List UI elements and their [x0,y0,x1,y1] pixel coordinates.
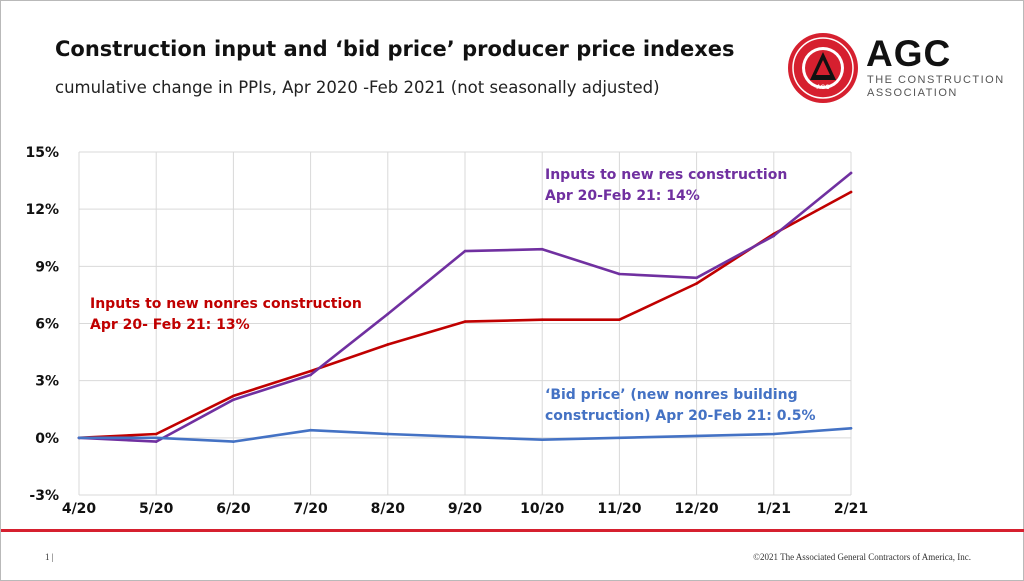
data-point-bid [695,434,698,438]
x-tick-label: 8/20 [371,501,406,517]
data-point-nonres [540,318,544,321]
agc-seal-icon: AGC [788,33,858,103]
annotation-bid-line2: construction) Apr 20-Feb 21: 0.5% [545,408,816,424]
data-point-nonres [232,394,235,398]
logo-wordmark: AGC [866,33,952,74]
footer-divider [1,529,1024,532]
data-point-bid [154,436,158,440]
x-tick-label: 1/21 [757,501,791,517]
logo-tagline-line2: ASSOCIATION [867,87,958,99]
chart-title: Construction input and ‘bid price’ produ… [55,37,735,61]
y-tick-label: 9% [35,259,59,275]
x-tick-label: 5/20 [139,501,174,517]
annotation-bid: ‘Bid price’ (new nonres building constru… [545,385,816,427]
page-number: 1 | [45,552,54,562]
copyright: ©2021 The Associated General Contractors… [753,552,971,562]
y-tick-label: 0% [35,431,59,447]
y-tick-label: -3% [29,488,59,504]
y-tick-label: 15% [25,145,59,161]
data-point-nonres [849,190,853,194]
annotation-res-line1: Inputs to new res construction [545,167,788,183]
data-point-res [849,171,853,175]
data-point-res [386,312,390,316]
data-point-res [540,247,544,251]
data-point-nonres [154,432,158,436]
annotation-res: Inputs to new res construction Apr 20-Fe… [545,165,787,207]
x-tick-label: 2/21 [834,501,868,517]
x-tick-label: 9/20 [448,501,483,517]
annotation-nonres-line1: Inputs to new nonres construction [90,296,362,312]
data-point-bid [772,432,776,436]
data-point-res [154,440,158,443]
data-point-res [772,234,776,238]
x-tick-label: 6/20 [216,501,251,517]
data-point-nonres [309,369,312,373]
data-point-bid [618,436,621,440]
data-point-res [309,373,312,377]
data-point-res [232,398,235,402]
data-point-nonres [695,282,698,285]
data-point-res [695,276,698,280]
x-tick-label: 11/20 [597,501,641,517]
data-point-bid [386,432,390,436]
annotation-bid-line1: ‘Bid price’ (new nonres building [545,387,798,403]
x-tick-label: 10/20 [520,501,564,517]
annotation-nonres: Inputs to new nonres construction Apr 20… [90,294,362,336]
chart-subtitle: cumulative change in PPIs, Apr 2020 -Feb… [55,78,660,97]
y-tick-label: 6% [35,317,59,333]
data-point-nonres [386,343,390,346]
x-tick-label: 7/20 [293,501,328,517]
data-point-res [618,272,621,276]
data-point-bid [309,428,312,432]
line-chart: -3% 0% 3% 6% 9% 12% 15% 4/20 5/20 6/20 7/20 8/20 9/2… [25,145,868,517]
data-point-res [463,249,467,253]
y-tick-label: 12% [25,202,59,218]
data-point-nonres [463,320,467,323]
data-point-bid [463,435,467,439]
data-point-bid [540,438,544,442]
data-point-nonres [618,318,621,321]
annotation-res-line2: Apr 20-Feb 21: 14% [545,188,700,204]
x-tick-label: 12/20 [675,501,719,517]
logo-tagline-line1: THE CONSTRUCTION [867,74,1005,86]
annotation-nonres-line2: Apr 20- Feb 21: 13% [90,317,250,333]
x-tick-label: 4/20 [62,501,97,517]
data-point-bid [232,440,235,443]
y-tick-label: 3% [35,374,59,390]
seal-initials: AGC [816,85,830,91]
data-point-bid [849,427,853,430]
data-point-bid [77,436,81,440]
agc-logo: AGC AGC THE CONSTRUCTION ASSOCIATION [786,31,1003,111]
